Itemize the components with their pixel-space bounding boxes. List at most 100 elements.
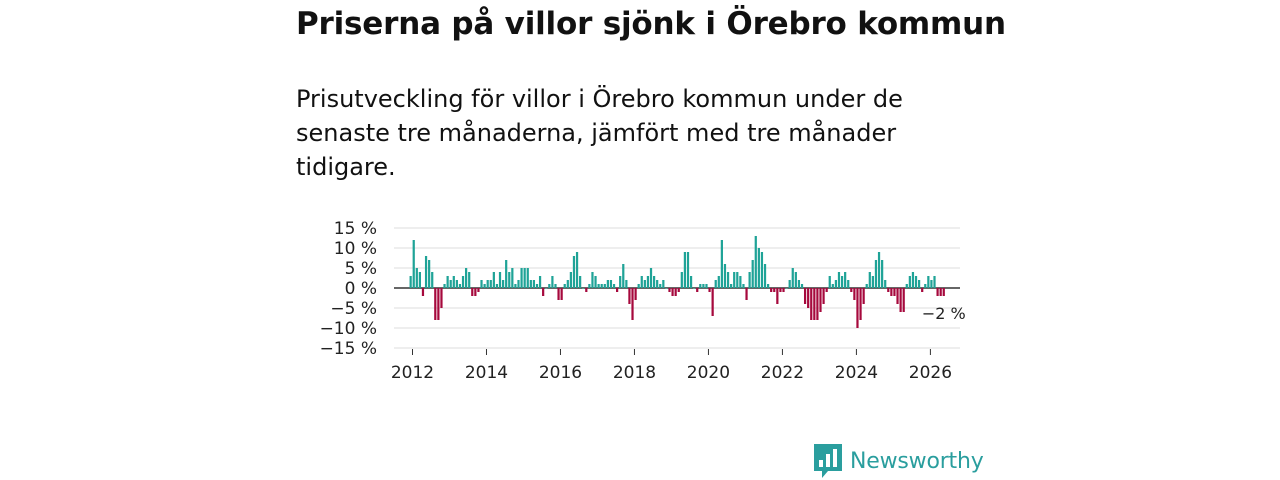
x-axis: 2012 2014 2016 2018 2020 2022 2024 2026 <box>391 349 952 383</box>
bar <box>631 288 634 320</box>
bar <box>890 288 893 296</box>
bar <box>773 288 776 292</box>
bar <box>896 288 899 304</box>
bar <box>535 284 539 288</box>
newsworthy-logo-icon <box>814 444 842 478</box>
bar <box>566 280 569 288</box>
bar <box>461 276 465 288</box>
bar <box>523 268 526 288</box>
bar <box>606 280 609 288</box>
bar <box>708 288 711 292</box>
bar <box>640 276 643 288</box>
bar <box>532 280 536 288</box>
bar <box>677 288 680 292</box>
bar <box>751 260 754 288</box>
bar <box>757 248 760 288</box>
bar <box>760 252 764 288</box>
bar <box>424 256 428 288</box>
bar <box>696 288 699 292</box>
bar <box>794 272 797 288</box>
bar <box>418 272 421 288</box>
bar <box>884 280 887 288</box>
bar <box>656 280 659 288</box>
bar <box>492 272 495 288</box>
bar <box>477 288 480 292</box>
y-axis: 15 %10 %5 %0 %−5 %−10 %−15 % <box>320 219 377 359</box>
bar <box>825 288 828 292</box>
bar <box>936 288 939 296</box>
bar <box>619 276 622 288</box>
bar-series <box>409 236 945 328</box>
bar <box>415 268 418 288</box>
bar <box>776 288 779 304</box>
bar <box>582 288 585 289</box>
bar <box>887 288 890 292</box>
chart-subtitle: Prisutveckling för villor i Örebro kommu… <box>296 85 903 181</box>
bar <box>483 284 486 288</box>
bar <box>665 288 668 289</box>
bar <box>686 252 690 288</box>
bar <box>831 284 834 288</box>
bar <box>874 260 878 288</box>
bar <box>930 280 933 288</box>
bar <box>643 280 646 288</box>
bar <box>452 276 455 288</box>
bar <box>597 284 600 288</box>
bar <box>551 276 554 288</box>
bar <box>446 276 449 288</box>
bar <box>486 280 489 288</box>
bar <box>837 272 841 288</box>
bar <box>520 268 523 288</box>
bar <box>859 288 862 320</box>
bar <box>612 284 616 288</box>
bar <box>868 272 871 288</box>
bar <box>865 284 868 288</box>
bar <box>563 284 566 288</box>
bar <box>449 280 452 288</box>
bar <box>939 288 942 296</box>
bar <box>730 284 733 288</box>
bar <box>588 284 591 288</box>
bar <box>548 284 551 288</box>
bar <box>489 280 492 288</box>
bar <box>693 288 696 289</box>
bar <box>600 284 603 288</box>
bar <box>782 288 785 292</box>
bar <box>622 264 625 288</box>
bar <box>431 272 434 288</box>
bar <box>603 284 606 288</box>
latest-value-label: −2 % <box>922 304 966 323</box>
bar <box>797 280 801 288</box>
bar <box>480 280 483 288</box>
y-tick-label: 15 % <box>334 219 377 239</box>
bar <box>609 280 613 288</box>
bar <box>409 276 412 288</box>
brand-name: Newsworthy <box>850 448 984 474</box>
bar <box>680 272 683 288</box>
bar <box>434 288 437 320</box>
bar <box>542 288 545 296</box>
bar <box>822 288 825 304</box>
bar <box>646 276 650 288</box>
x-tick-label: 2016 <box>539 363 582 383</box>
bar-chart: 15 %10 %5 %0 %−5 %−10 %−15 % 2012 2014 201… <box>320 219 966 383</box>
bar <box>844 272 847 288</box>
bar <box>739 276 742 288</box>
bar <box>902 288 905 312</box>
bar <box>862 288 865 304</box>
bar <box>501 280 505 288</box>
bar <box>871 276 874 288</box>
bar <box>699 284 702 288</box>
x-tick-label: 2014 <box>465 363 508 383</box>
bar <box>579 276 582 288</box>
bar <box>785 288 788 289</box>
bar <box>754 236 757 288</box>
bar <box>840 276 844 288</box>
bar <box>810 288 813 320</box>
bar <box>905 284 908 288</box>
bar <box>471 288 474 296</box>
bar <box>455 280 458 288</box>
bar <box>723 264 727 288</box>
bar <box>908 276 911 288</box>
bar <box>437 288 440 320</box>
